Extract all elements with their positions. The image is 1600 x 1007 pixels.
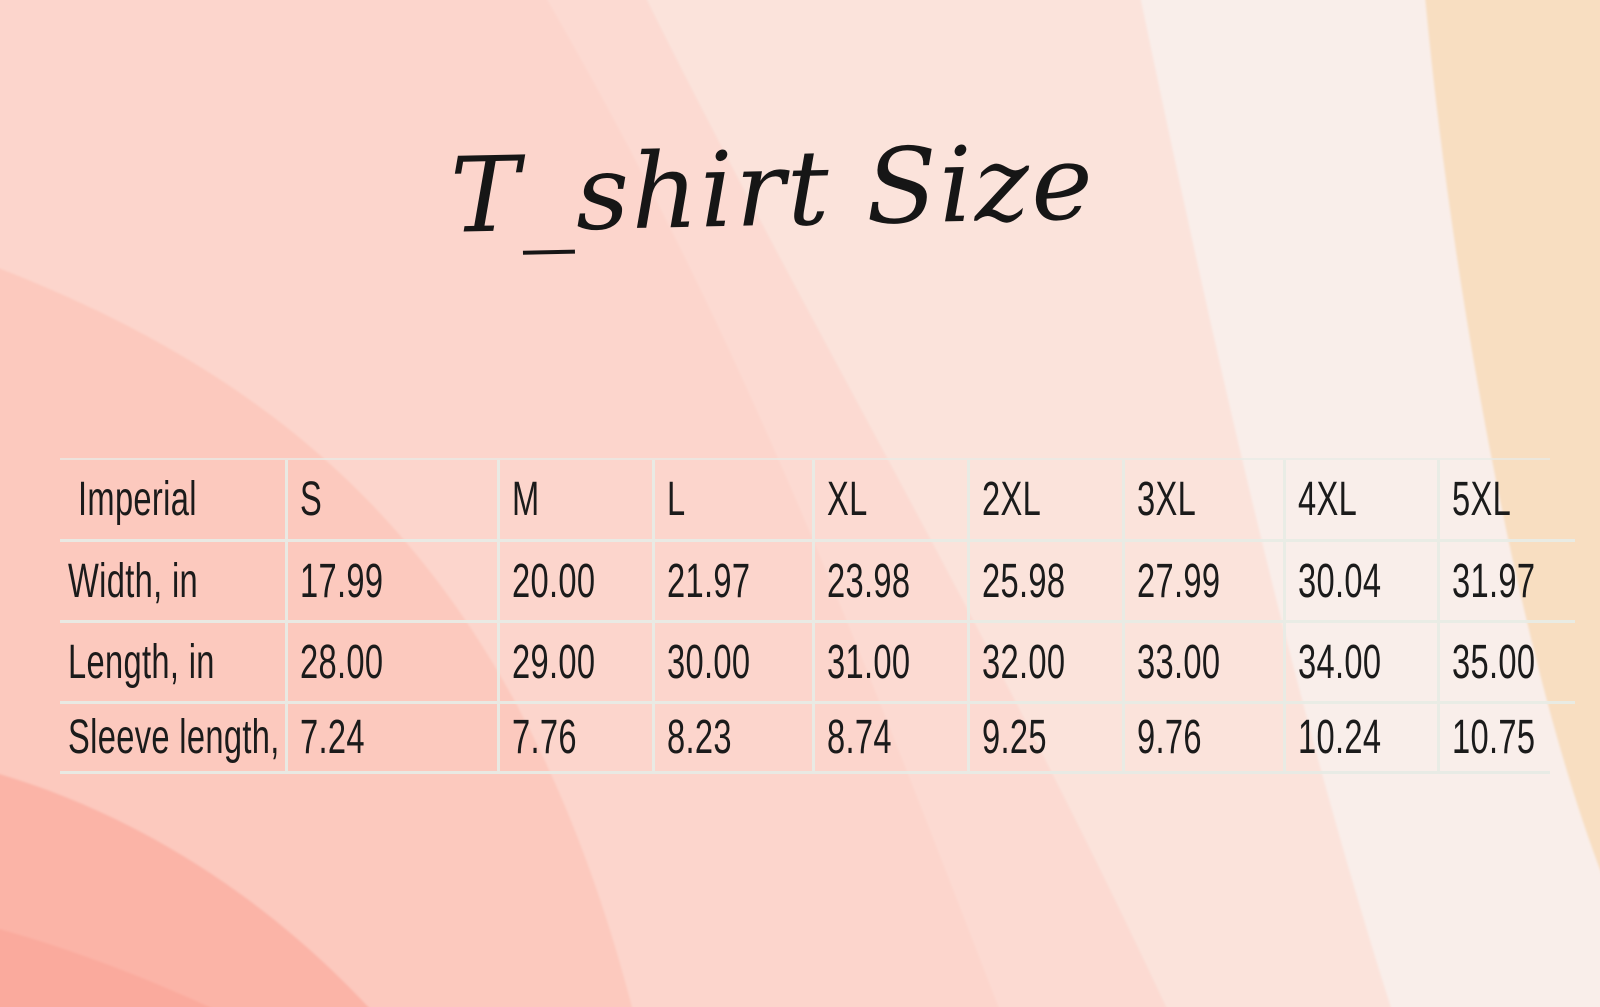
col-header-3xl: 3XL xyxy=(1122,460,1283,539)
bg-corner-salmon-band xyxy=(0,929,210,1007)
bg-deep-salmon-band xyxy=(0,774,369,1007)
cell-width-l: 21.97 xyxy=(652,539,812,620)
bg-table-pink-band xyxy=(0,268,632,1007)
cell-width-m: 20.00 xyxy=(497,539,652,620)
cell-length-xl: 31.00 xyxy=(812,620,967,701)
bg-peach-band xyxy=(1425,0,1600,870)
cell-width-5xl: 31.97 xyxy=(1437,539,1575,620)
col-header-l: L xyxy=(652,460,812,539)
row-label-length: Length, in xyxy=(60,620,285,701)
cell-length-m: 29.00 xyxy=(497,620,652,701)
cell-length-s: 28.00 xyxy=(285,620,497,701)
row-label-width: Width, in xyxy=(60,539,285,620)
cell-width-3xl: 27.99 xyxy=(1122,539,1283,620)
col-header-2xl: 2XL xyxy=(967,460,1122,539)
col-header-m: M xyxy=(497,460,652,539)
col-header-xl: XL xyxy=(812,460,967,539)
cell-width-2xl: 25.98 xyxy=(967,539,1122,620)
col-header-imperial: Imperial xyxy=(78,473,197,526)
cell-sleeve-xl: 8.74 xyxy=(812,701,967,771)
cell-sleeve-3xl: 9.76 xyxy=(1122,701,1283,771)
col-header-s: S xyxy=(285,460,497,539)
cell-length-l: 30.00 xyxy=(652,620,812,701)
cell-length-4xl: 34.00 xyxy=(1283,620,1437,701)
cell-length-3xl: 33.00 xyxy=(1122,620,1283,701)
cell-sleeve-5xl: 10.75 xyxy=(1437,701,1575,771)
row-label-sleeve: Sleeve length, xyxy=(60,701,285,771)
cell-sleeve-2xl: 9.25 xyxy=(967,701,1122,771)
cell-sleeve-4xl: 10.24 xyxy=(1283,701,1437,771)
cell-width-s: 17.99 xyxy=(285,539,497,620)
size-table: Imperial S M L XL 2XL 3XL 4XL 5XL Width,… xyxy=(60,458,1575,774)
cell-width-4xl: 30.04 xyxy=(1283,539,1437,620)
col-header-4xl: 4XL xyxy=(1283,460,1437,539)
cell-sleeve-m: 7.76 xyxy=(497,701,652,771)
cell-length-2xl: 32.00 xyxy=(967,620,1122,701)
cell-width-xl: 23.98 xyxy=(812,539,967,620)
col-header-5xl: 5XL xyxy=(1437,460,1575,539)
cell-length-5xl: 35.00 xyxy=(1437,620,1575,701)
cell-sleeve-s: 7.24 xyxy=(285,701,497,771)
cell-sleeve-l: 8.23 xyxy=(652,701,812,771)
